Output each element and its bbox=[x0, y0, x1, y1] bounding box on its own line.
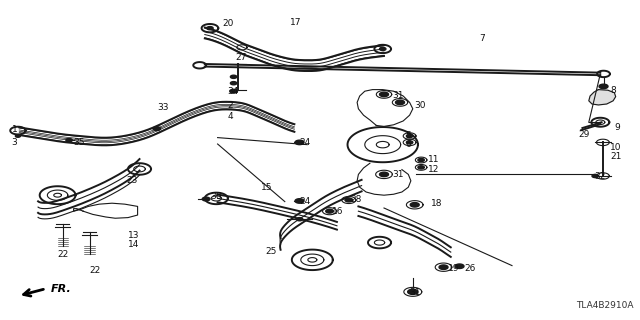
Text: 24: 24 bbox=[300, 197, 311, 206]
Polygon shape bbox=[406, 141, 413, 144]
Polygon shape bbox=[295, 199, 304, 203]
Text: 11: 11 bbox=[428, 156, 439, 164]
Text: 13: 13 bbox=[128, 231, 140, 240]
Polygon shape bbox=[153, 127, 161, 131]
Text: 3: 3 bbox=[12, 138, 17, 147]
Polygon shape bbox=[207, 27, 213, 30]
Text: 22: 22 bbox=[57, 250, 68, 259]
Polygon shape bbox=[592, 174, 598, 178]
Text: 19: 19 bbox=[448, 264, 460, 273]
Text: 34: 34 bbox=[227, 87, 239, 96]
Text: 36: 36 bbox=[210, 192, 221, 201]
Text: 35: 35 bbox=[74, 138, 85, 147]
Polygon shape bbox=[15, 135, 20, 137]
Text: FR.: FR. bbox=[51, 284, 72, 294]
Polygon shape bbox=[230, 89, 237, 93]
Polygon shape bbox=[410, 203, 419, 207]
Text: 18: 18 bbox=[431, 199, 442, 208]
Text: 22: 22 bbox=[89, 266, 100, 275]
Text: 16: 16 bbox=[332, 207, 343, 216]
Text: 1: 1 bbox=[12, 125, 17, 134]
Polygon shape bbox=[599, 84, 608, 89]
Text: 21: 21 bbox=[610, 152, 621, 161]
Text: 31: 31 bbox=[392, 170, 404, 179]
Polygon shape bbox=[455, 264, 464, 268]
Text: 15: 15 bbox=[261, 183, 273, 192]
Text: 14: 14 bbox=[128, 240, 140, 249]
Text: 23: 23 bbox=[127, 176, 138, 185]
Text: TLA4B2910A: TLA4B2910A bbox=[576, 301, 634, 310]
Polygon shape bbox=[396, 100, 404, 105]
Polygon shape bbox=[202, 197, 210, 201]
Text: 24: 24 bbox=[300, 138, 311, 147]
Text: 31: 31 bbox=[392, 92, 404, 100]
Text: 6: 6 bbox=[405, 140, 411, 149]
Polygon shape bbox=[230, 75, 237, 78]
Text: 7: 7 bbox=[479, 34, 484, 43]
Text: 32: 32 bbox=[594, 172, 605, 181]
Polygon shape bbox=[418, 158, 424, 162]
Polygon shape bbox=[296, 218, 303, 221]
Text: 10: 10 bbox=[610, 143, 621, 152]
Text: 28: 28 bbox=[351, 196, 362, 204]
Polygon shape bbox=[326, 209, 333, 213]
Text: 4: 4 bbox=[227, 112, 233, 121]
Polygon shape bbox=[380, 92, 388, 97]
Polygon shape bbox=[408, 289, 418, 294]
Polygon shape bbox=[418, 166, 424, 169]
Polygon shape bbox=[406, 134, 413, 138]
Text: 31: 31 bbox=[409, 288, 420, 297]
Text: 17: 17 bbox=[290, 18, 301, 27]
Text: 9: 9 bbox=[614, 124, 620, 132]
Polygon shape bbox=[439, 265, 448, 269]
Text: 26: 26 bbox=[464, 264, 476, 273]
Polygon shape bbox=[589, 90, 616, 105]
Text: 8: 8 bbox=[610, 86, 616, 95]
Polygon shape bbox=[66, 139, 72, 142]
Text: 33: 33 bbox=[157, 103, 168, 112]
Text: 27: 27 bbox=[236, 53, 247, 62]
Polygon shape bbox=[380, 172, 388, 177]
Polygon shape bbox=[345, 198, 353, 202]
Polygon shape bbox=[230, 82, 237, 85]
Text: 12: 12 bbox=[428, 165, 439, 174]
Polygon shape bbox=[380, 47, 386, 51]
Text: 20: 20 bbox=[223, 20, 234, 28]
Text: 25: 25 bbox=[266, 247, 277, 256]
Polygon shape bbox=[295, 140, 304, 145]
Text: 29: 29 bbox=[578, 130, 589, 139]
Text: 2: 2 bbox=[227, 101, 233, 110]
Text: 30: 30 bbox=[415, 101, 426, 110]
Text: 5: 5 bbox=[405, 132, 411, 140]
